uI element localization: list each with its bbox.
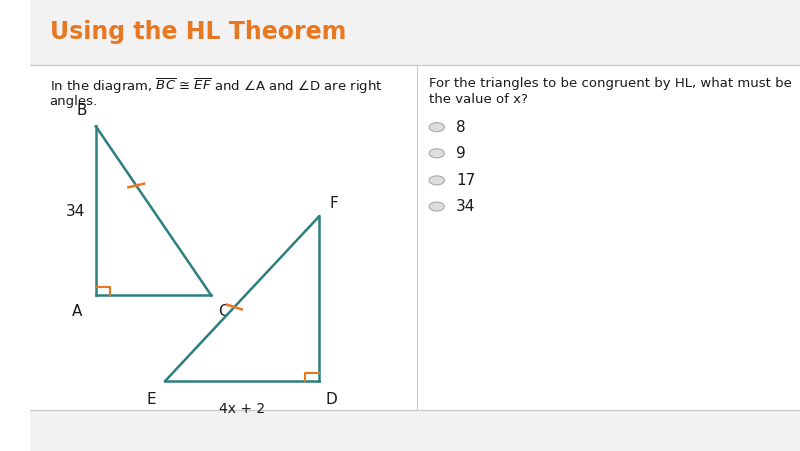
Text: D: D (326, 392, 337, 407)
Text: A: A (71, 304, 82, 318)
Text: the value of x?: the value of x? (429, 93, 528, 106)
Text: E: E (146, 392, 156, 407)
Circle shape (429, 149, 445, 158)
Bar (30, 0, 800, 65)
Circle shape (429, 176, 445, 185)
Bar (30, 410, 800, 451)
Text: 34: 34 (66, 204, 85, 220)
Text: angles.: angles. (50, 95, 98, 108)
Text: 8: 8 (456, 120, 466, 135)
Text: C: C (218, 304, 229, 318)
Text: Using the HL Theorem: Using the HL Theorem (50, 20, 346, 45)
Text: B: B (77, 103, 87, 118)
Circle shape (429, 123, 445, 132)
Circle shape (429, 202, 445, 211)
Text: 9: 9 (456, 146, 466, 161)
Text: 34: 34 (456, 199, 475, 214)
Text: 4x + 2: 4x + 2 (219, 402, 265, 416)
Text: For the triangles to be congruent by HL, what must be: For the triangles to be congruent by HL,… (429, 77, 792, 90)
Text: F: F (330, 196, 338, 211)
Text: In the diagram, $\overline{BC}$ ≅ $\overline{EF}$ and ∠A and ∠D are right: In the diagram, $\overline{BC}$ ≅ $\over… (50, 77, 382, 96)
Text: 17: 17 (456, 173, 475, 188)
